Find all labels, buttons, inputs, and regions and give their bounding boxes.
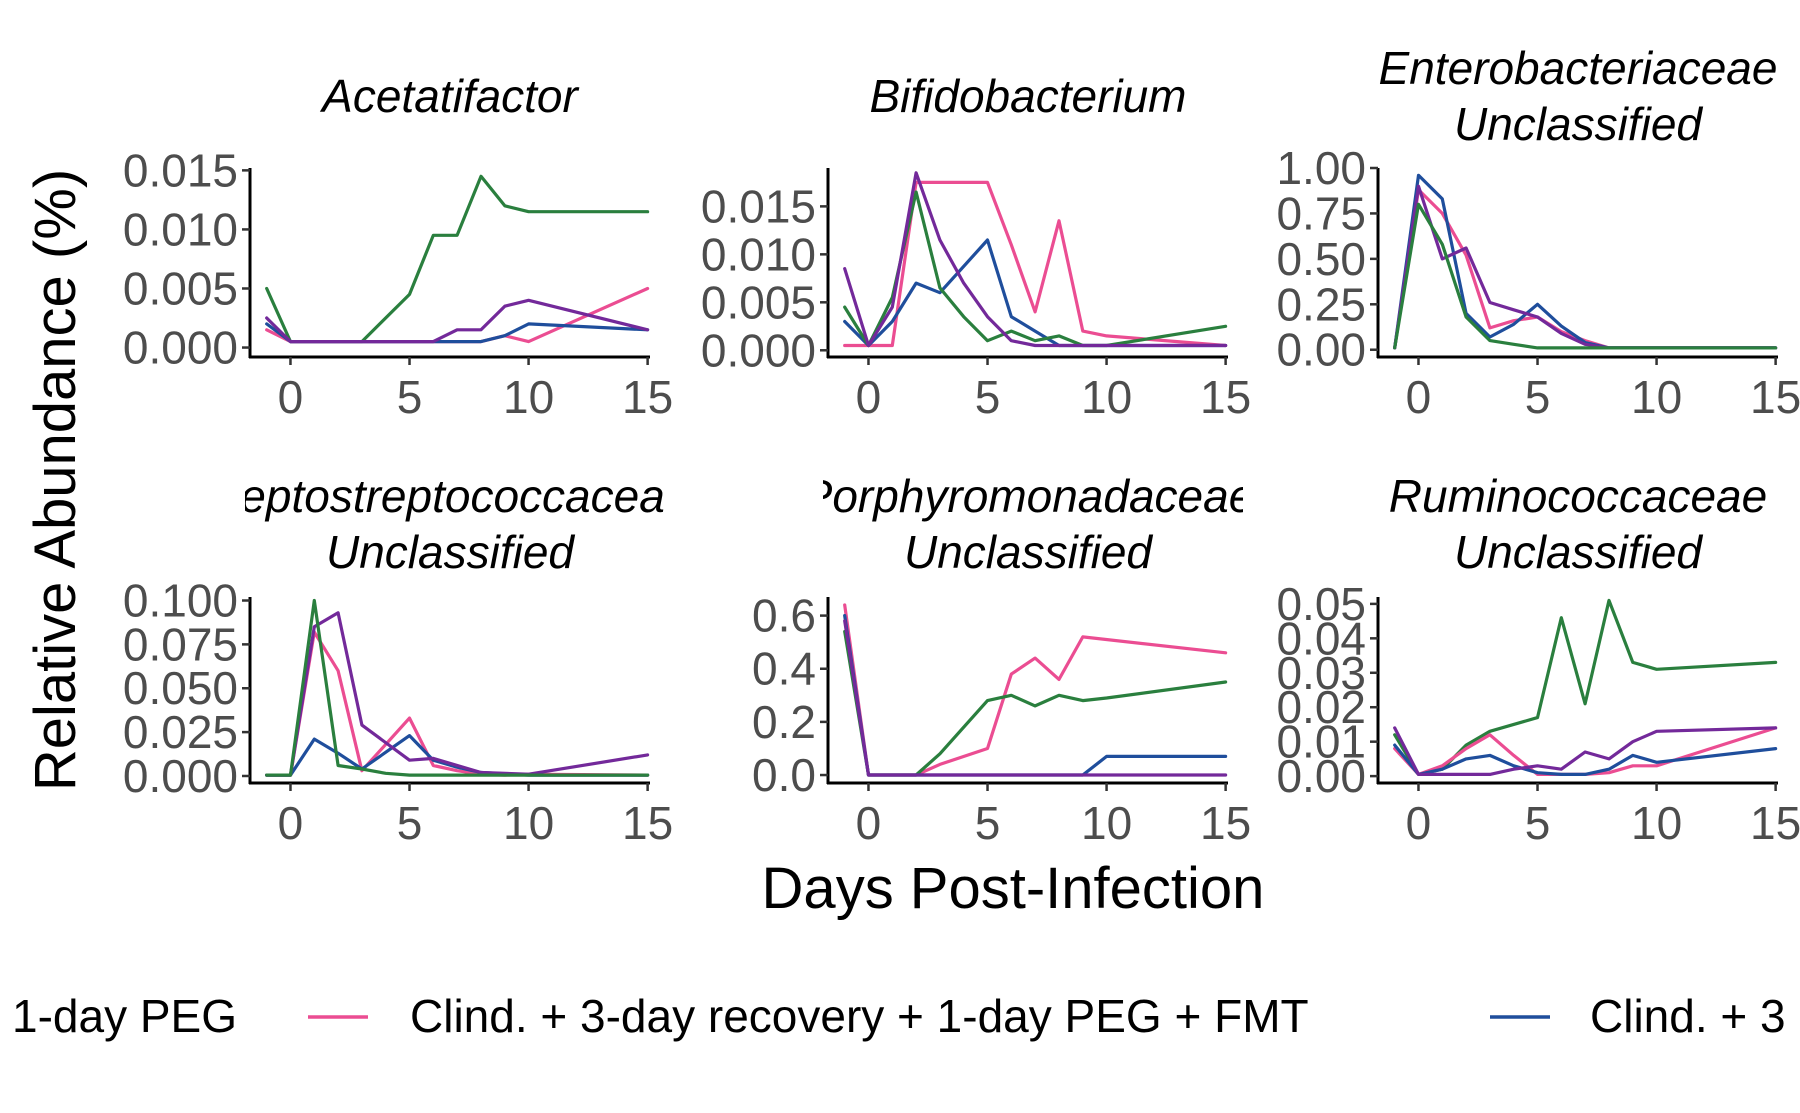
series-line-pink [265, 630, 650, 777]
series-line-purple [1393, 726, 1778, 777]
y-tick-label: 0.015 [123, 144, 238, 196]
x-tick-label: 15 [1750, 797, 1800, 849]
legend-label: 1-day PEG [12, 990, 237, 1042]
series-line-green [265, 598, 650, 777]
x-tick-label: 10 [503, 371, 554, 423]
series-line-pink [843, 180, 1228, 348]
x-tick-label: 5 [1525, 371, 1551, 423]
panel-title-line: Unclassified [1454, 98, 1703, 150]
y-tick-label: 0.100 [123, 575, 238, 627]
y-tick-label: 0.010 [123, 203, 238, 255]
y-tick-label: 1.00 [1276, 142, 1366, 194]
x-tick-label: 15 [1200, 371, 1251, 423]
y-tick-label: 0.0 [752, 749, 816, 801]
series-line-blue [1393, 173, 1778, 350]
panel-title-line: Porphyromonadaceae [802, 470, 1255, 522]
panel-title-line: Unclassified [1454, 526, 1703, 578]
series-line-blue [1393, 743, 1778, 777]
series-line-purple [265, 611, 650, 777]
series-line-purple [1393, 184, 1778, 350]
y-tick-label: 0.2 [752, 696, 816, 748]
x-tick-label: 0 [278, 797, 304, 849]
y-tick-label: 0.01 [1276, 716, 1366, 768]
x-tick-label: 10 [1631, 371, 1682, 423]
x-tick-label: 5 [397, 797, 423, 849]
x-tick-label: 10 [1081, 797, 1132, 849]
x-tick-label: 10 [1081, 371, 1132, 423]
x-tick-label: 5 [975, 371, 1001, 423]
series-line-purple [843, 619, 1228, 777]
y-tick-label: 0.005 [701, 276, 816, 328]
panel-title-line: Ruminococcaceae [1389, 470, 1767, 522]
series-line-green [1393, 202, 1778, 350]
y-tick-label: 0.4 [752, 643, 816, 695]
y-tick-label: 0.02 [1276, 681, 1366, 733]
series-line-purple [843, 171, 1228, 348]
x-tick-label: 0 [856, 371, 882, 423]
facet-panel: PorphyromonadaceaeUnclassified0.00.20.40… [752, 470, 1255, 849]
legend-label: Clind. + 3-day recovery + 1-day PEG + FM… [410, 990, 1309, 1042]
x-tick-label: 0 [856, 797, 882, 849]
x-tick-label: 15 [622, 797, 673, 849]
legend: 1-day PEG Clind. + 3-day recovery + 1-day… [12, 990, 1786, 1042]
legend-label: Clind. + 3 [1590, 990, 1786, 1042]
y-tick-label: 0.000 [123, 750, 238, 802]
y-tick-label: 0.00 [1276, 750, 1366, 802]
panel-title-line: Peptostreptococcaceae [210, 470, 691, 522]
y-tick-label: 0.05 [1276, 578, 1366, 630]
y-tick-label: 0.015 [701, 180, 816, 232]
series-line-purple [265, 298, 650, 344]
facet-panel: Acetatifactor 0.000 0.005 0.010 0.015 0 5 10 15 [123, 70, 673, 423]
panel-title-line: Unclassified [904, 526, 1153, 578]
facet-panel: RuminococcaceaeUnclassified0.000.010.020… [1276, 470, 1800, 849]
y-tick-label: 0.03 [1276, 647, 1366, 699]
y-tick-label: 0.000 [123, 322, 238, 374]
y-tick-label: 0.025 [123, 706, 238, 758]
panel-title-line: Unclassified [326, 526, 575, 578]
x-axis-title: Days Post-Infection [762, 856, 1265, 921]
x-tick-label: 5 [1525, 797, 1551, 849]
y-tick-label: 0.6 [752, 590, 816, 642]
panel-title-line: Bifidobacterium [869, 70, 1186, 122]
y-axis-title: Relative Abundance (%) [23, 169, 88, 791]
y-tick-label: 0.075 [123, 618, 238, 670]
panel-title-line: Acetatifactor [319, 70, 579, 122]
y-tick-label: 0.50 [1276, 233, 1366, 285]
x-tick-label: 15 [1750, 371, 1800, 423]
series-line-blue [843, 613, 1228, 777]
facet-panel: EnterobacteriaceaeUnclassified0.000.250.… [1276, 42, 1800, 423]
series-line-pink [1393, 726, 1778, 777]
series-line-blue [265, 322, 650, 344]
y-tick-label: 0.75 [1276, 187, 1366, 239]
x-tick-label: 10 [1631, 797, 1682, 849]
facet-panel: PeptostreptococcaceaeUnclassified0.0000.… [123, 470, 691, 849]
x-tick-label: 15 [622, 371, 673, 423]
x-tick-label: 15 [1200, 797, 1251, 849]
series-line-green [843, 629, 1228, 777]
series-line-green [1393, 598, 1778, 777]
y-tick-label: 0.010 [701, 228, 816, 280]
y-tick-label: 0.050 [123, 662, 238, 714]
x-tick-label: 5 [397, 371, 423, 423]
y-tick-label: 0.005 [123, 262, 238, 314]
y-tick-label: 0.04 [1276, 612, 1366, 664]
x-tick-label: 0 [1406, 371, 1432, 423]
y-tick-label: 0.25 [1276, 278, 1366, 330]
y-tick-label: 0.000 [701, 324, 816, 376]
x-tick-label: 0 [1406, 797, 1432, 849]
y-tick-label: 0.00 [1276, 324, 1366, 376]
x-tick-label: 0 [278, 371, 304, 423]
series-line-green [843, 190, 1228, 348]
panel-title-line: Enterobacteriaceae [1379, 42, 1778, 94]
x-tick-label: 10 [503, 797, 554, 849]
x-tick-label: 5 [975, 797, 1001, 849]
